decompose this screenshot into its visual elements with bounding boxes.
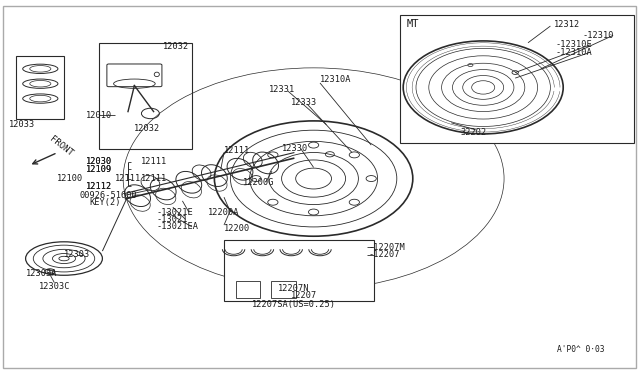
Text: MT: MT: [406, 19, 419, 29]
Text: 12030: 12030: [86, 157, 112, 166]
Text: 12330: 12330: [282, 144, 308, 153]
Text: -13021E: -13021E: [157, 208, 193, 217]
Text: A'P0^ 0·03: A'P0^ 0·03: [557, 345, 604, 354]
Text: -12310E: -12310E: [556, 40, 592, 49]
Text: KEY(2): KEY(2): [90, 198, 121, 207]
FancyBboxPatch shape: [224, 240, 374, 301]
Text: 12207SA(US=0.25): 12207SA(US=0.25): [252, 300, 337, 309]
Text: 12303A: 12303A: [26, 269, 57, 278]
FancyBboxPatch shape: [3, 6, 636, 368]
Text: FRONT: FRONT: [48, 134, 75, 158]
Text: 12312: 12312: [554, 20, 580, 29]
Text: -12207M: -12207M: [368, 243, 404, 252]
Text: 12207N: 12207N: [278, 284, 310, 293]
Text: 12331: 12331: [269, 85, 295, 94]
Text: -12310: -12310: [583, 31, 614, 40]
Text: -12310A: -12310A: [556, 48, 592, 57]
FancyBboxPatch shape: [16, 56, 64, 119]
Text: 12207: 12207: [291, 291, 317, 300]
FancyBboxPatch shape: [400, 15, 634, 143]
Text: -13021EA: -13021EA: [157, 222, 199, 231]
Text: 12303: 12303: [64, 250, 90, 259]
Text: 12030: 12030: [86, 157, 112, 166]
Text: 12032: 12032: [134, 124, 161, 133]
Text: 00926-51600: 00926-51600: [80, 191, 138, 200]
Text: 12109: 12109: [86, 165, 112, 174]
Text: 12032: 12032: [163, 42, 189, 51]
Text: 12111: 12111: [115, 174, 141, 183]
Text: 12010: 12010: [86, 111, 113, 120]
Text: 12033: 12033: [9, 120, 36, 129]
Text: 12111: 12111: [141, 157, 167, 166]
Text: 12200: 12200: [224, 224, 250, 233]
Text: -13021: -13021: [157, 215, 188, 224]
Text: 32202: 32202: [461, 128, 487, 137]
Text: 12333: 12333: [291, 98, 317, 107]
Text: 12310A: 12310A: [320, 76, 351, 84]
Text: 12303C: 12303C: [38, 282, 70, 291]
Text: 12109: 12109: [86, 165, 112, 174]
Text: 12200A: 12200A: [208, 208, 239, 217]
Text: 12112: 12112: [86, 182, 112, 190]
FancyBboxPatch shape: [99, 43, 192, 149]
Text: 12200G: 12200G: [243, 178, 275, 187]
Text: 12100: 12100: [57, 174, 83, 183]
Text: 12111: 12111: [224, 146, 250, 155]
Text: 12111: 12111: [141, 174, 167, 183]
Text: -12207: -12207: [368, 250, 399, 259]
Text: 12112: 12112: [86, 182, 112, 190]
